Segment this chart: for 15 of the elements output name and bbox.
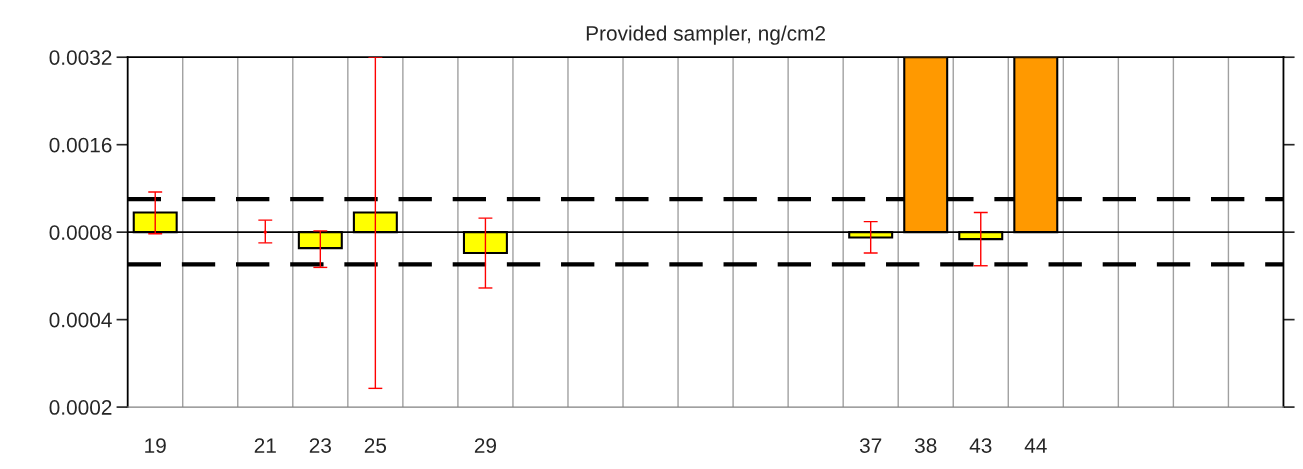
x-tick-label: 37 [859, 438, 882, 453]
x-tick-label: 25 [364, 438, 387, 453]
y-tick-label: 0.0032 [49, 50, 112, 65]
y-tick-label: 0.0004 [49, 312, 112, 328]
y-tick-label: 0.0016 [49, 137, 112, 153]
y-tick-label: 0.0002 [49, 400, 112, 415]
x-tick-label: 21 [254, 438, 276, 453]
x-tick-label: 43 [969, 438, 992, 453]
x-tick-label: 38 [914, 438, 937, 453]
chart-title: Provided sampler, ng/cm2 [586, 25, 825, 45]
x-tick-label: 44 [1024, 438, 1047, 453]
x-tick-label: 29 [474, 438, 497, 453]
y-tick-label: 0.0008 [49, 225, 112, 240]
x-tick-label: 23 [309, 438, 331, 453]
x-tick-label: 19 [145, 438, 166, 453]
